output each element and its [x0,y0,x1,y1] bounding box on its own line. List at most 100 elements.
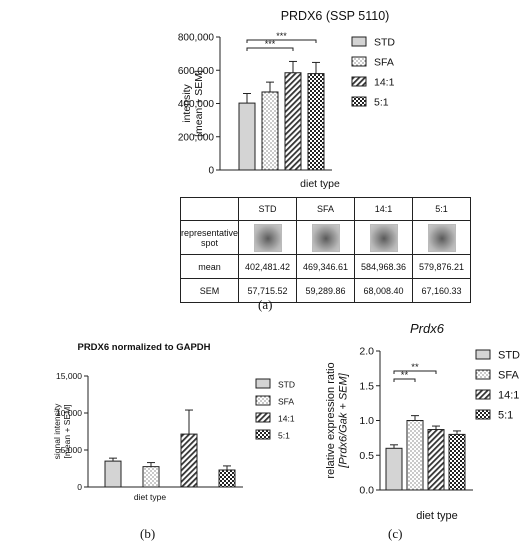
chart-title: PRDX6 (SSP 5110) [281,9,390,23]
y-axis-label: relative expression ratio[Prdx6/Gak + SE… [325,362,350,478]
spot-image [369,223,398,252]
table-row-spot: representative spot [179,220,472,255]
y-tick-label: 15,000 [56,371,82,381]
bar [238,102,256,171]
bar [104,460,122,488]
y-tick-label: 0 [208,166,214,177]
legend-swatch [475,369,491,380]
legend-label: SFA [278,397,294,407]
table-cell: 68,008.40 [354,278,414,303]
significance-bracket [246,39,317,43]
spot-image [427,223,456,252]
legend-swatch [475,389,491,400]
table-cell: 59,289.86 [296,278,356,303]
bar [218,469,236,488]
spot-cell [354,220,414,255]
spot-cell [296,220,356,255]
y-tick-label: 800,000 [178,33,215,44]
significance-label: ** [401,370,409,381]
legend-swatch [351,56,367,67]
y-tick-label: 10,000 [56,408,82,418]
y-axis-label-line: signal intensity [52,403,62,460]
table-row-label: representative spot [179,220,240,255]
legend-label: STD [278,380,295,390]
panel-label-a: (a) [258,297,273,312]
y-axis-label: signal intensity[mean + SEM] [52,403,72,460]
legend-label: 5:1 [278,431,290,441]
table-cell: 469,346.61 [296,254,356,279]
legend-label: SFA [374,57,394,69]
panel-label-b: (b) [140,526,156,541]
legend-label: 14:1 [278,414,295,424]
x-axis-label: diet type [134,492,166,502]
bar [180,433,198,488]
chart-a: PRDX6 (SSP 5110) 0 200,000 400,000 600,000 80… [178,9,396,190]
significance-bracket [246,47,294,51]
y-axis-label-line: [Prdx6/Gak + SEM] [338,372,350,468]
significance-bracket [393,370,437,374]
legend-label: 14:1 [498,390,519,402]
table-row-mean: mean 402,481.42 469,346.61 584,968.36 57… [179,254,472,279]
y-tick-label: 2.0 [359,346,374,358]
table-row-label: SEM [179,278,240,303]
legend-label: 14:1 [374,77,395,89]
bar [448,433,466,491]
chart-title: Prdx6 [410,321,445,336]
table-cell: 584,968.36 [354,254,414,279]
table-header-cell: STD [238,197,298,221]
spot-cell [238,220,298,255]
chart-b: PRDX6 normalized to GAPDH 0 5,000 10,000 15,… [52,342,295,502]
legend-swatch [255,429,271,440]
bar [142,466,160,488]
panel-label-c: (c) [388,526,403,541]
y-tick-label: 5,000 [61,445,83,455]
table-cell: 57,715.52 [238,278,298,303]
legend-label: 5:1 [374,97,389,109]
y-tick-label: 1.5 [359,380,374,392]
spot-image [253,223,282,252]
table-header-cell: SFA [296,197,356,221]
x-axis-label: diet type [416,510,458,522]
table-row-sem: SEM 57,715.52 59,289.86 68,008.40 67,160… [179,278,472,303]
bar [284,72,302,171]
y-axis-label: intensity[mean + SEM] [181,70,205,137]
table-cell: 67,160.33 [412,278,472,303]
bar [427,429,445,491]
bar [406,420,424,491]
bar [261,91,279,171]
legend-label: STD [374,37,395,49]
table-cell: 579,876.21 [412,254,472,279]
y-tick-label: 0.5 [359,450,374,462]
table-header-cell: 14:1 [354,197,414,221]
spot-cell [412,220,472,255]
spot-image [311,223,340,252]
intensity-table: STD SFA 14:1 5:1 representative spot mea… [179,197,472,303]
significance-label: ** [411,362,419,373]
significance-label: *** [276,31,287,41]
legend-label: SFA [498,370,519,382]
y-axis-label-line: [mean + SEM] [62,404,72,458]
bar [385,447,403,491]
legend-swatch [255,412,271,423]
bar [307,73,325,171]
chart-c: Prdx6 0.0 0.5 1.0 1.5 2.0 relative expression … [325,321,520,522]
y-tick-label: 600,000 [178,66,215,77]
table-header-row: STD SFA 14:1 5:1 [179,197,472,221]
legend-swatch [351,96,367,107]
table-corner-cell [179,197,240,221]
y-tick-label: 0.0 [359,485,374,497]
significance-bracket [393,378,416,382]
y-tick-label: 400,000 [178,99,215,110]
x-axis-label: diet type [300,178,340,190]
legend-swatch [351,36,367,47]
y-axis-label-line: relative expression ratio [325,362,337,478]
y-axis-label-line: intensity [181,83,193,122]
table-row-label: mean [179,254,240,279]
y-axis-label-line: [mean + SEM] [193,70,205,137]
legend-label: 5:1 [498,410,513,422]
legend-swatch [475,349,491,360]
table-cell: 402,481.42 [238,254,298,279]
legend-swatch [255,378,271,389]
legend-swatch [255,395,271,406]
